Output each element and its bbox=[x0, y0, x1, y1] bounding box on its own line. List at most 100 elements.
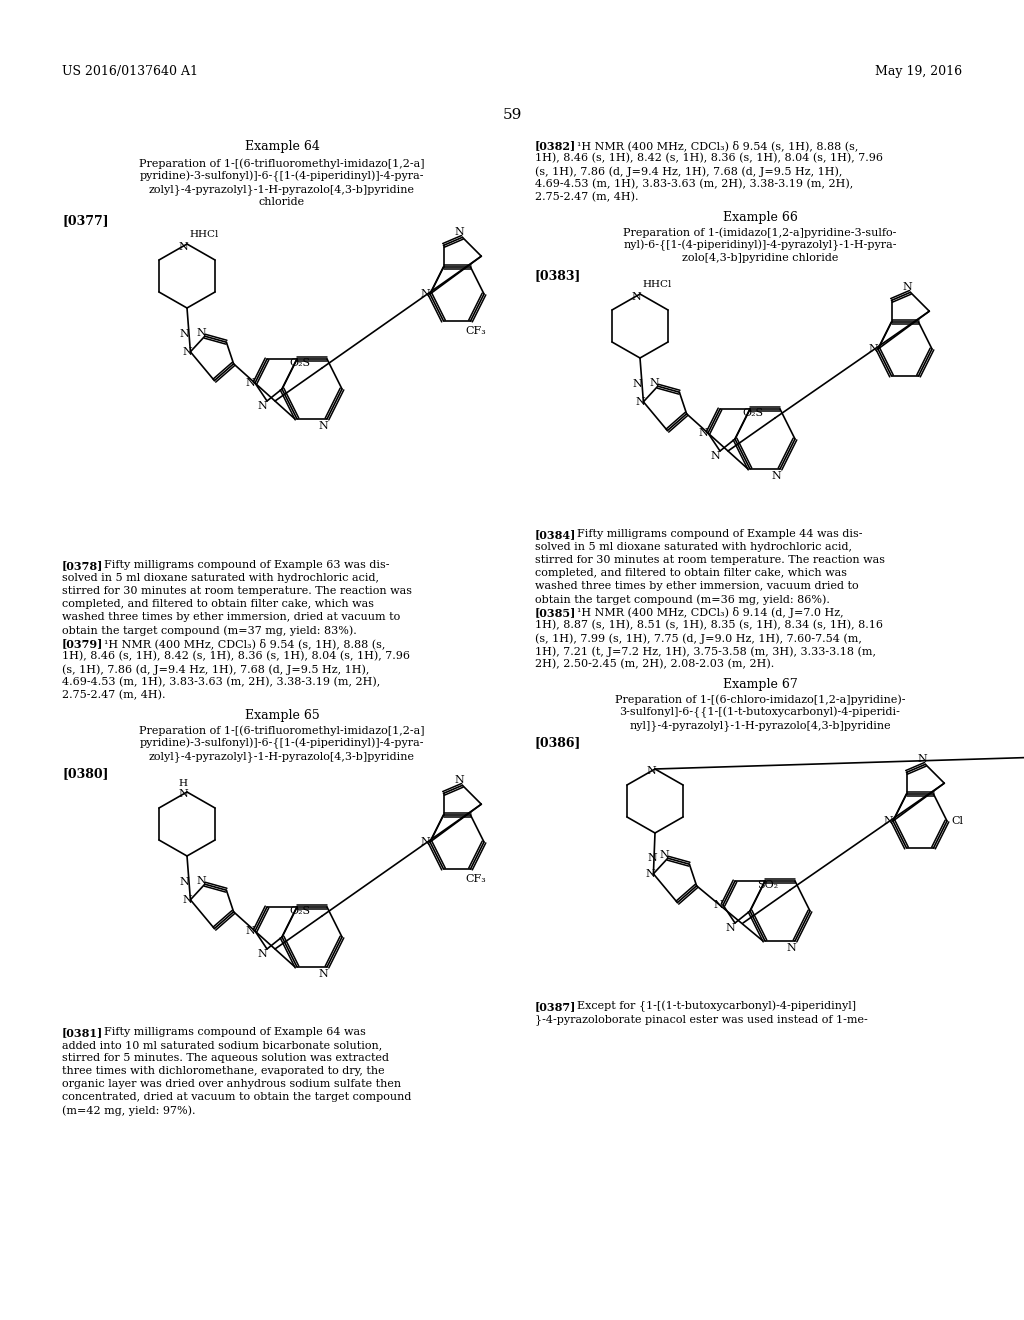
Text: three times with dichloromethane, evaporated to dry, the: three times with dichloromethane, evapor… bbox=[62, 1067, 385, 1076]
Text: [0380]: [0380] bbox=[62, 767, 109, 780]
Text: Except for {1-[(1-t-butoxycarbonyl)-4-piperidinyl]: Except for {1-[(1-t-butoxycarbonyl)-4-pi… bbox=[577, 1001, 856, 1012]
Text: N: N bbox=[420, 289, 430, 300]
Text: }-4-pyrazoloborate pinacol ester was used instead of 1-me-: }-4-pyrazoloborate pinacol ester was use… bbox=[535, 1014, 867, 1024]
Text: zolyl}-4-pyrazolyl}-1-H-pyrazolo[4,3-b]pyridine: zolyl}-4-pyrazolyl}-1-H-pyrazolo[4,3-b]p… bbox=[150, 751, 415, 762]
Text: [0377]: [0377] bbox=[62, 214, 109, 227]
Text: ¹H NMR (400 MHz, CDCl₃) δ 9.14 (d, J=7.0 Hz,: ¹H NMR (400 MHz, CDCl₃) δ 9.14 (d, J=7.0… bbox=[577, 607, 844, 618]
Text: N: N bbox=[636, 397, 645, 407]
Text: 4.69-4.53 (m, 1H), 3.83-3.63 (m, 2H), 3.38-3.19 (m, 2H),: 4.69-4.53 (m, 1H), 3.83-3.63 (m, 2H), 3.… bbox=[62, 677, 380, 688]
Text: (s, 1H), 7.86 (d, J=9.4 Hz, 1H), 7.68 (d, J=9.5 Hz, 1H),: (s, 1H), 7.86 (d, J=9.4 Hz, 1H), 7.68 (d… bbox=[535, 166, 843, 177]
Text: [0387]: [0387] bbox=[535, 1001, 577, 1012]
Text: N: N bbox=[455, 227, 464, 238]
Text: (s, 1H), 7.99 (s, 1H), 7.75 (d, J=9.0 Hz, 1H), 7.60-7.54 (m,: (s, 1H), 7.99 (s, 1H), 7.75 (d, J=9.0 Hz… bbox=[535, 634, 862, 644]
Text: 2H), 2.50-2.45 (m, 2H), 2.08-2.03 (m, 2H).: 2H), 2.50-2.45 (m, 2H), 2.08-2.03 (m, 2H… bbox=[535, 659, 774, 669]
Text: [0386]: [0386] bbox=[535, 737, 582, 748]
Text: N: N bbox=[179, 876, 188, 887]
Text: 59: 59 bbox=[503, 108, 521, 121]
Text: [0384]: [0384] bbox=[535, 529, 577, 540]
Text: washed three times by ether immersion, dried at vacuum to: washed three times by ether immersion, d… bbox=[62, 612, 400, 622]
Text: N: N bbox=[182, 347, 193, 356]
Text: ¹H NMR (400 MHz, CDCl₃) δ 9.54 (s, 1H), 8.88 (s,: ¹H NMR (400 MHz, CDCl₃) δ 9.54 (s, 1H), … bbox=[104, 638, 385, 649]
Text: 1H), 7.21 (t, J=7.2 Hz, 1H), 3.75-3.58 (m, 3H), 3.33-3.18 (m,: 1H), 7.21 (t, J=7.2 Hz, 1H), 3.75-3.58 (… bbox=[535, 645, 876, 656]
Text: H: H bbox=[178, 779, 187, 788]
Text: N: N bbox=[318, 421, 328, 432]
Text: stirred for 5 minutes. The aqueous solution was extracted: stirred for 5 minutes. The aqueous solut… bbox=[62, 1053, 389, 1063]
Text: N: N bbox=[698, 428, 708, 438]
Text: 1H), 8.46 (s, 1H), 8.42 (s, 1H), 8.36 (s, 1H), 8.04 (s, 1H), 7.96: 1H), 8.46 (s, 1H), 8.42 (s, 1H), 8.36 (s… bbox=[535, 153, 883, 164]
Text: SO₂: SO₂ bbox=[758, 880, 778, 890]
Text: N: N bbox=[771, 471, 781, 480]
Text: N: N bbox=[902, 282, 912, 292]
Text: N: N bbox=[257, 401, 266, 411]
Text: [0378]: [0378] bbox=[62, 560, 103, 572]
Text: N: N bbox=[868, 345, 878, 354]
Text: Preparation of 1-(imidazo[1,2-a]pyridine-3-sulfo-: Preparation of 1-(imidazo[1,2-a]pyridine… bbox=[624, 227, 897, 238]
Text: HHCl: HHCl bbox=[642, 280, 672, 289]
Text: N: N bbox=[725, 923, 735, 933]
Text: N: N bbox=[318, 969, 328, 979]
Text: (m=42 mg, yield: 97%).: (m=42 mg, yield: 97%). bbox=[62, 1105, 196, 1115]
Text: pyridine)-3-sulfonyl)]-6-{[1-(4-piperidinyl)]-4-pyra-: pyridine)-3-sulfonyl)]-6-{[1-(4-piperidi… bbox=[139, 738, 424, 750]
Text: Preparation of 1-[(6-chloro-imidazo[1,2-a]pyridine)-: Preparation of 1-[(6-chloro-imidazo[1,2-… bbox=[614, 694, 905, 705]
Text: stirred for 30 minutes at room temperature. The reaction was: stirred for 30 minutes at room temperatu… bbox=[62, 586, 412, 597]
Text: CF₃: CF₃ bbox=[466, 326, 486, 337]
Text: N: N bbox=[420, 837, 430, 847]
Text: zolo[4,3-b]pyridine chloride: zolo[4,3-b]pyridine chloride bbox=[682, 253, 839, 263]
Text: US 2016/0137640 A1: US 2016/0137640 A1 bbox=[62, 65, 198, 78]
Text: Preparation of 1-[(6-trifluoromethyl-imidazo[1,2-a]: Preparation of 1-[(6-trifluoromethyl-imi… bbox=[139, 725, 425, 735]
Text: N: N bbox=[647, 853, 656, 863]
Text: N: N bbox=[632, 379, 642, 389]
Text: 2.75-2.47 (m, 4H).: 2.75-2.47 (m, 4H). bbox=[62, 690, 166, 701]
Text: N: N bbox=[918, 754, 928, 764]
Text: Cl: Cl bbox=[951, 816, 963, 826]
Text: May 19, 2016: May 19, 2016 bbox=[874, 65, 962, 78]
Text: N: N bbox=[257, 949, 266, 960]
Text: N: N bbox=[245, 927, 255, 936]
Text: N: N bbox=[245, 378, 255, 388]
Text: N: N bbox=[646, 766, 656, 776]
Text: nyl]}-4-pyrazolyl}-1-H-pyrazolo[4,3-b]pyridine: nyl]}-4-pyrazolyl}-1-H-pyrazolo[4,3-b]py… bbox=[629, 719, 891, 731]
Text: organic layer was dried over anhydrous sodium sulfate then: organic layer was dried over anhydrous s… bbox=[62, 1078, 401, 1089]
Text: O₂S: O₂S bbox=[290, 906, 310, 916]
Text: HHCl: HHCl bbox=[189, 230, 218, 239]
Text: [0382]: [0382] bbox=[535, 140, 577, 150]
Text: solved in 5 ml dioxane saturated with hydrochloric acid,: solved in 5 ml dioxane saturated with hy… bbox=[62, 573, 379, 583]
Text: Example 67: Example 67 bbox=[723, 678, 798, 690]
Text: O₂S: O₂S bbox=[290, 358, 310, 368]
Text: Fifty milligrams compound of Example 64 was: Fifty milligrams compound of Example 64 … bbox=[104, 1027, 366, 1038]
Text: Preparation of 1-[(6-trifluoromethyl-imidazo[1,2-a]: Preparation of 1-[(6-trifluoromethyl-imi… bbox=[139, 158, 425, 169]
Text: N: N bbox=[178, 789, 187, 799]
Text: N: N bbox=[650, 379, 659, 388]
Text: N: N bbox=[713, 900, 723, 909]
Text: 4.69-4.53 (m, 1H), 3.83-3.63 (m, 2H), 3.38-3.19 (m, 2H),: 4.69-4.53 (m, 1H), 3.83-3.63 (m, 2H), 3.… bbox=[535, 180, 853, 189]
Text: solved in 5 ml dioxane saturated with hydrochloric acid,: solved in 5 ml dioxane saturated with hy… bbox=[535, 543, 852, 552]
Text: Example 66: Example 66 bbox=[723, 211, 798, 224]
Text: N: N bbox=[182, 895, 193, 904]
Text: N: N bbox=[710, 451, 720, 461]
Text: N: N bbox=[659, 850, 670, 861]
Text: [0381]: [0381] bbox=[62, 1027, 103, 1038]
Text: completed, and filtered to obtain filter cake, which was: completed, and filtered to obtain filter… bbox=[62, 599, 374, 609]
Text: N: N bbox=[883, 816, 893, 826]
Text: 1H), 8.87 (s, 1H), 8.51 (s, 1H), 8.35 (s, 1H), 8.34 (s, 1H), 8.16: 1H), 8.87 (s, 1H), 8.51 (s, 1H), 8.35 (s… bbox=[535, 620, 883, 631]
Text: CF₃: CF₃ bbox=[466, 874, 486, 884]
Text: 2.75-2.47 (m, 4H).: 2.75-2.47 (m, 4H). bbox=[535, 191, 639, 202]
Text: N: N bbox=[645, 869, 655, 879]
Text: ¹H NMR (400 MHz, CDCl₃) δ 9.54 (s, 1H), 8.88 (s,: ¹H NMR (400 MHz, CDCl₃) δ 9.54 (s, 1H), … bbox=[577, 140, 858, 150]
Text: [0379]: [0379] bbox=[62, 638, 103, 649]
Text: 1H), 8.46 (s, 1H), 8.42 (s, 1H), 8.36 (s, 1H), 8.04 (s, 1H), 7.96: 1H), 8.46 (s, 1H), 8.42 (s, 1H), 8.36 (s… bbox=[62, 651, 410, 661]
Text: Example 64: Example 64 bbox=[245, 140, 319, 153]
Text: concentrated, dried at vacuum to obtain the target compound: concentrated, dried at vacuum to obtain … bbox=[62, 1092, 412, 1102]
Text: (s, 1H), 7.86 (d, J=9.4 Hz, 1H), 7.68 (d, J=9.5 Hz, 1H),: (s, 1H), 7.86 (d, J=9.4 Hz, 1H), 7.68 (d… bbox=[62, 664, 370, 675]
Text: N: N bbox=[197, 876, 207, 886]
Text: [0385]: [0385] bbox=[535, 607, 577, 618]
Text: N: N bbox=[178, 242, 187, 252]
Text: Example 65: Example 65 bbox=[245, 709, 319, 722]
Text: completed, and filtered to obtain filter cake, which was: completed, and filtered to obtain filter… bbox=[535, 568, 847, 578]
Text: N: N bbox=[631, 292, 641, 302]
Text: N: N bbox=[179, 329, 188, 339]
Text: added into 10 ml saturated sodium bicarbonate solution,: added into 10 ml saturated sodium bicarb… bbox=[62, 1040, 382, 1049]
Text: obtain the target compound (m=37 mg, yield: 83%).: obtain the target compound (m=37 mg, yie… bbox=[62, 624, 356, 635]
Text: N: N bbox=[197, 329, 207, 338]
Text: N: N bbox=[786, 942, 796, 953]
